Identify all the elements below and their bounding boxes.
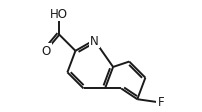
Text: F: F — [158, 96, 164, 108]
Text: HO: HO — [50, 8, 68, 20]
Text: O: O — [41, 45, 50, 58]
Text: N: N — [90, 34, 99, 47]
